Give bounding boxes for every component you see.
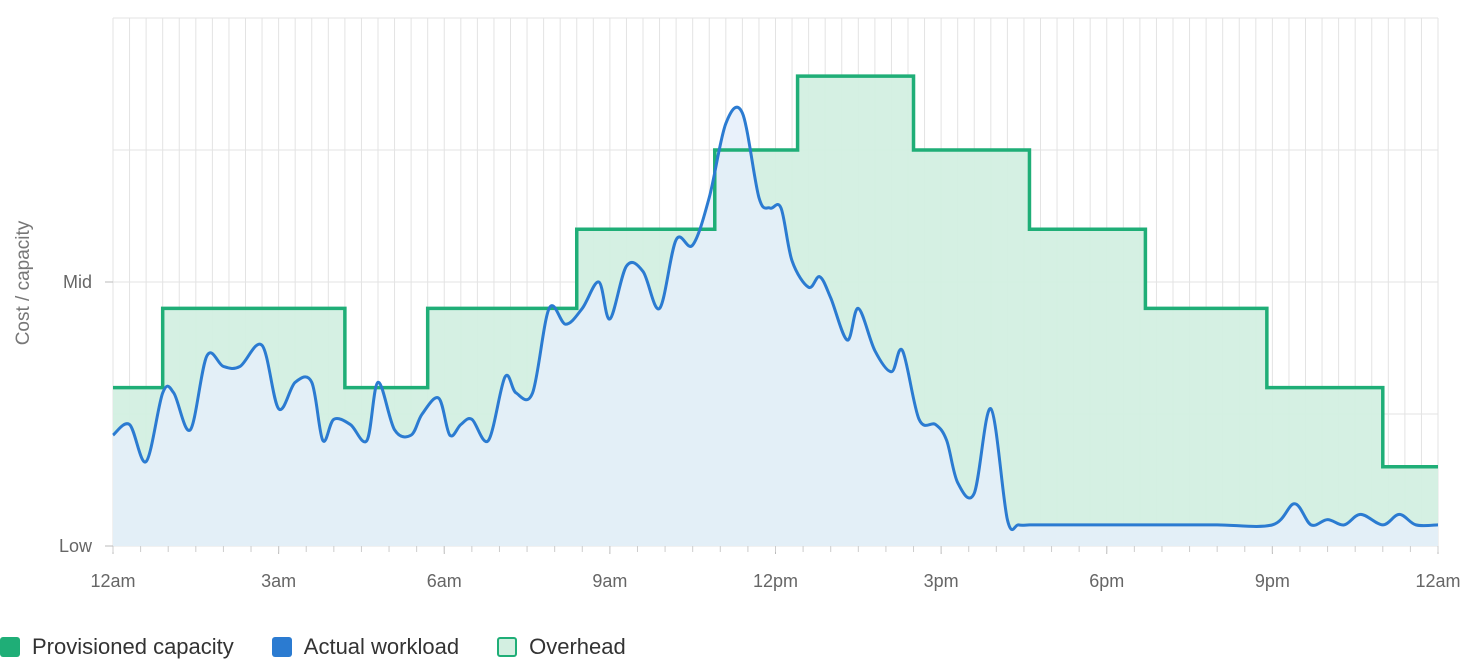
legend-item-overhead[interactable]: Overhead <box>497 634 626 660</box>
provisioned-swatch-icon <box>0 637 20 657</box>
legend-item-workload[interactable]: Actual workload <box>271 634 460 660</box>
y-axis-label: Cost / capacity <box>13 220 34 345</box>
x-tick-label: 3pm <box>924 571 959 591</box>
legend-item-provisioned[interactable]: Provisioned capacity <box>0 634 234 660</box>
chart-lines <box>112 74 1439 532</box>
x-tick-label: 3am <box>261 571 296 591</box>
workload-swatch-icon <box>271 637 292 657</box>
x-tick-label: 9am <box>592 571 627 591</box>
legend-label-workload: Actual workload <box>303 634 460 659</box>
y-tick-label: Mid <box>63 272 92 292</box>
overhead-swatch-icon <box>497 637 518 657</box>
x-tick-label: 6pm <box>1089 571 1124 591</box>
capacity-chart: 12am 3am 6am 9am 12pm 3pm 6pm 9pm 12am Low Mid Cos… <box>13 17 1461 591</box>
actual-workload-line <box>112 105 1439 532</box>
axis-ticks: 12am 3am 6am 9am 12pm 3pm 6pm 9pm 12am Low Mid <box>59 272 1461 591</box>
legend-label-provisioned: Provisioned capacity <box>32 634 234 659</box>
y-tick-label: Low <box>59 536 93 556</box>
x-tick-label: 12am <box>90 571 135 591</box>
provisioned-capacity-line <box>113 74 1438 469</box>
workload-area <box>113 107 1438 546</box>
legend: Provisioned capacity Actual workload Ove… <box>0 632 664 662</box>
legend-label-overhead: Overhead <box>529 634 626 659</box>
x-tick-label: 12pm <box>753 571 798 591</box>
chart-areas <box>113 76 1438 546</box>
x-tick-label: 6am <box>427 571 462 591</box>
x-tick-label: 9pm <box>1255 571 1290 591</box>
x-tick-label: 12am <box>1415 571 1460 591</box>
